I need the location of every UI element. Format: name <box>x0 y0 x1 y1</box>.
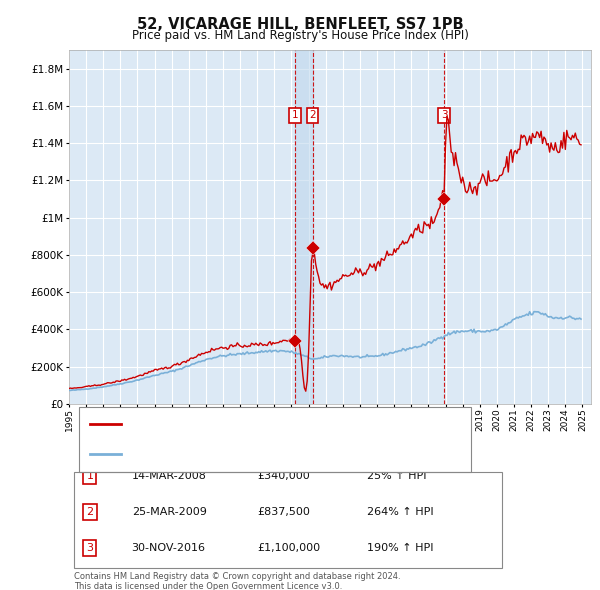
Text: £1,100,000: £1,100,000 <box>257 543 320 553</box>
FancyBboxPatch shape <box>79 407 471 473</box>
Text: HPI: Average price, detached house, Castle Point: HPI: Average price, detached house, Cast… <box>131 448 386 458</box>
Text: 2: 2 <box>309 110 316 120</box>
Text: Price paid vs. HM Land Registry's House Price Index (HPI): Price paid vs. HM Land Registry's House … <box>131 30 469 42</box>
Text: 264% ↑ HPI: 264% ↑ HPI <box>367 507 433 517</box>
Text: 3: 3 <box>86 543 94 553</box>
Text: 190% ↑ HPI: 190% ↑ HPI <box>367 543 433 553</box>
Text: 25% ↑ HPI: 25% ↑ HPI <box>367 471 426 481</box>
Text: 30-NOV-2016: 30-NOV-2016 <box>131 543 206 553</box>
Text: 52, VICARAGE HILL, BENFLEET, SS7 1PB: 52, VICARAGE HILL, BENFLEET, SS7 1PB <box>137 17 463 31</box>
Text: 3: 3 <box>441 110 448 120</box>
Text: 14-MAR-2008: 14-MAR-2008 <box>131 471 206 481</box>
Text: Contains HM Land Registry data © Crown copyright and database right 2024.
This d: Contains HM Land Registry data © Crown c… <box>74 572 401 590</box>
Text: 1: 1 <box>86 471 94 481</box>
Text: 25-MAR-2009: 25-MAR-2009 <box>131 507 206 517</box>
Text: £340,000: £340,000 <box>257 471 310 481</box>
Text: £837,500: £837,500 <box>257 507 310 517</box>
Text: 52, VICARAGE HILL, BENFLEET, SS7 1PB (detached house): 52, VICARAGE HILL, BENFLEET, SS7 1PB (de… <box>131 419 434 430</box>
Bar <box>295 50 313 404</box>
Text: 1: 1 <box>292 110 298 120</box>
Text: 2: 2 <box>86 507 94 517</box>
